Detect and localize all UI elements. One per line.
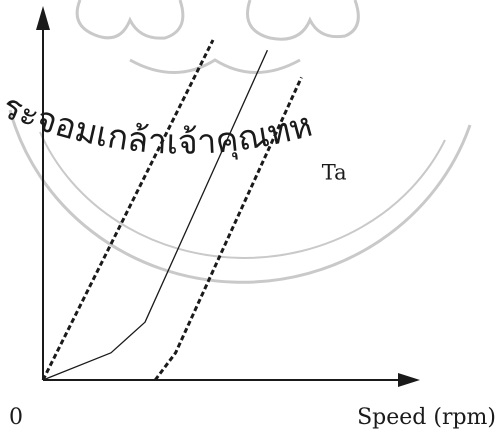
seal-ornament-left xyxy=(75,0,185,40)
x-axis-label: Speed (rpm) xyxy=(357,405,496,430)
seal-arc-outer xyxy=(8,109,472,284)
y-axis-arrow xyxy=(36,6,50,30)
series-line-3-dashed xyxy=(153,76,303,381)
origin-label: 0 xyxy=(9,405,23,430)
x-axis-arrow xyxy=(398,373,420,387)
seal-arc-inner xyxy=(39,131,446,259)
annotation-label: Ta xyxy=(322,160,347,184)
axes xyxy=(36,6,420,387)
seal-ornament-right xyxy=(246,0,360,41)
annotations: Ta xyxy=(322,160,347,184)
series-line-2-solid xyxy=(42,49,268,381)
series-layer xyxy=(41,39,303,381)
series-line-1-dashed xyxy=(41,39,215,381)
watermark-seal: ระจอมเกล้าเจ้าคุณทห xyxy=(0,0,472,284)
seal-ribbon xyxy=(129,58,301,74)
